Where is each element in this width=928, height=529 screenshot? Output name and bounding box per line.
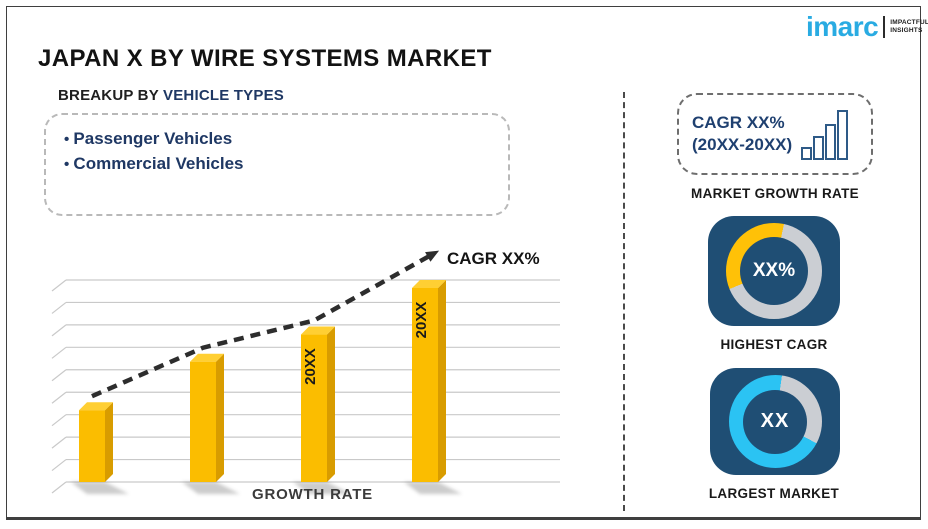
largest-market-value: XX xyxy=(760,410,790,432)
market-growth-rate-card: CAGR XX% (20XX-20XX) xyxy=(677,93,873,175)
largest-market-donut: XX xyxy=(728,375,822,468)
highest-cagr-value: XX% xyxy=(752,260,796,281)
highest-cagr-donut: XX% xyxy=(726,223,822,319)
breakup-heading: BREAKUP BY VEHICLE TYPES xyxy=(58,87,284,104)
x-axis-label: GROWTH RATE xyxy=(251,486,373,503)
highest-cagr-caption: HIGHEST CAGR xyxy=(720,337,828,352)
vertical-dashed-divider xyxy=(623,92,625,511)
logo-tagline-line1: IMPACTFUL xyxy=(890,18,928,26)
bar-chart-icon xyxy=(801,110,849,160)
segment-list-box: Passenger Vehicles Commercial Vehicles xyxy=(44,113,510,216)
breakup-heading-prefix: BREAKUP BY xyxy=(58,87,164,104)
growth-bar-chart: 20XX 20XX xyxy=(40,245,570,503)
largest-market-caption: LARGEST MARKET xyxy=(708,486,840,501)
svg-text:20XX: 20XX xyxy=(302,348,319,385)
imarc-wordmark: imarc xyxy=(806,11,879,42)
market-growth-rate-caption: MARKET GROWTH RATE xyxy=(691,186,859,201)
svg-text:20XX: 20XX xyxy=(413,302,430,339)
donut-hole xyxy=(740,237,808,305)
list-item: Commercial Vehicles xyxy=(64,152,508,177)
trend-cagr-label: CAGR XX% xyxy=(447,249,540,268)
largest-market-tile: XX xyxy=(710,368,840,475)
page-title: JAPAN X BY WIRE SYSTEMS MARKET xyxy=(38,45,492,72)
imarc-logo: imarc IMPACTFUL INSIGHTS xyxy=(806,13,928,41)
bar-chart-svg: 20XX 20XX xyxy=(51,250,560,494)
growth-card-line1: CAGR XX% xyxy=(692,113,785,132)
list-item: Passenger Vehicles xyxy=(64,127,508,152)
growth-card-line2: (20XX-20XX) xyxy=(692,135,793,154)
growth-card-text: CAGR XX% (20XX-20XX) xyxy=(692,112,792,156)
logo-divider xyxy=(883,16,886,38)
logo-tagline-line2: INSIGHTS xyxy=(890,27,923,34)
donut-hole xyxy=(743,389,807,454)
logo-tagline: IMPACTFUL INSIGHTS xyxy=(890,19,928,35)
highest-cagr-tile: XX% xyxy=(708,216,840,326)
breakup-heading-highlight: VEHICLE TYPES xyxy=(163,87,284,104)
